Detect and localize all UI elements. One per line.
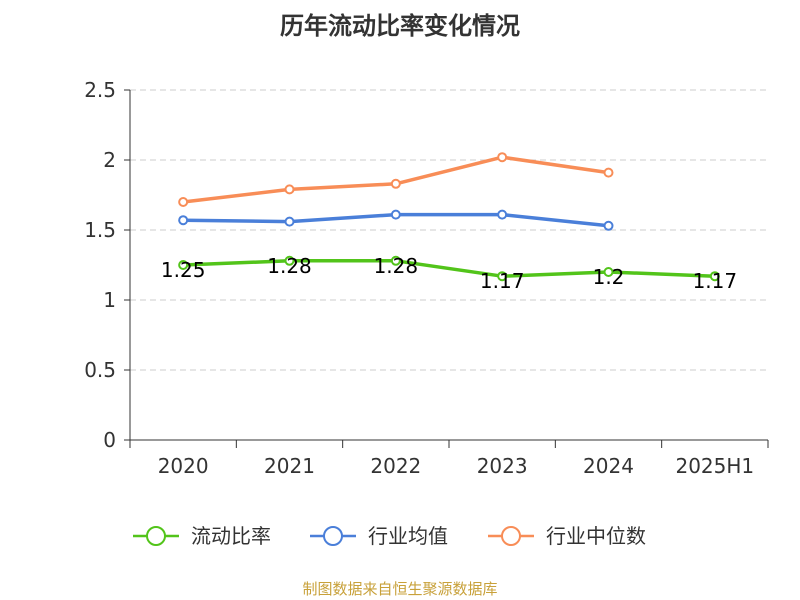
series-point-1 (178, 215, 189, 226)
x-tick-label: 2022 (370, 454, 421, 478)
series-line-0 (183, 259, 715, 278)
data-label: 1.25 (161, 258, 206, 282)
series-point-2 (284, 184, 295, 195)
legend-marker (146, 526, 166, 546)
series-point-1 (603, 220, 614, 231)
series-point-2 (178, 197, 189, 207)
data-label: 1.17 (480, 269, 525, 293)
data-label: 1.28 (267, 254, 312, 278)
legend-label: 流动比率 (191, 524, 271, 548)
x-tick-label: 2023 (477, 454, 528, 478)
y-tick-label: 1 (103, 288, 116, 312)
series-point-0 (390, 255, 401, 266)
x-tick-label: 2020 (158, 454, 209, 478)
series-point-0 (709, 271, 720, 282)
data-source-note: 制图数据来自恒生聚源数据库 (302, 580, 498, 598)
series-point-1 (390, 209, 401, 220)
legend-label: 行业均值 (368, 524, 448, 548)
x-tick-label: 2024 (583, 454, 634, 478)
data-label: 1.17 (693, 269, 738, 293)
y-tick-label: 2.5 (84, 78, 116, 102)
series-point-1 (497, 209, 508, 220)
y-tick-label: 0.5 (84, 358, 116, 382)
y-tick-label: 0 (103, 428, 116, 452)
data-label: 1.28 (374, 254, 419, 278)
x-tick-label: 2021 (264, 454, 315, 478)
series-point-0 (284, 255, 295, 266)
series-point-0 (497, 271, 508, 282)
series-point-0 (603, 267, 614, 277)
chart-title: 历年流动比率变化情况 (280, 12, 520, 40)
data-label: 1.2 (593, 265, 625, 289)
series-point-2 (497, 152, 508, 163)
series-point-0 (178, 260, 189, 270)
series-point-2 (603, 167, 614, 178)
legend-label: 行业中位数 (546, 524, 646, 548)
series-point-2 (390, 178, 401, 189)
x-tick-label: 2025H1 (675, 454, 754, 478)
legend-marker (501, 526, 521, 546)
legend-marker (323, 526, 343, 546)
series-point-1 (284, 216, 295, 227)
y-tick-label: 1.5 (84, 218, 116, 242)
y-tick-label: 2 (103, 148, 116, 172)
